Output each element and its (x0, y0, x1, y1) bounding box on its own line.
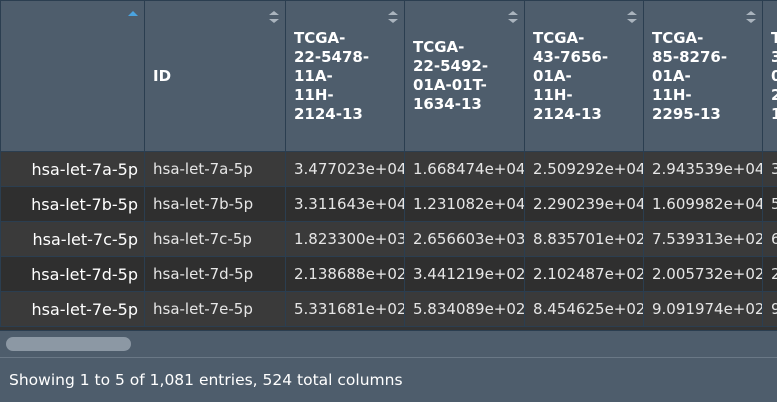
column-header-sample-4[interactable]: TCGA- 85-8276- 01A- 11H- 2295-13 (643, 0, 763, 152)
column-header-label: TCGA- 85-8276- 01A- 11H- 2295-13 (652, 28, 728, 123)
value-cell: 1.231082e+04 (404, 186, 525, 222)
table-row[interactable]: hsa-let-7d-5p hsa-let-7d-5p 2.138688e+02 3.… (0, 256, 777, 292)
id-cell: hsa-let-7c-5p (144, 221, 286, 257)
sort-both-icon (627, 10, 637, 24)
id-cell: hsa-let-7e-5p (144, 291, 286, 327)
value-cell: 5.331681e+02 (285, 291, 405, 327)
sort-ascending-icon (128, 10, 138, 24)
id-cell: hsa-let-7a-5p (144, 151, 286, 187)
sort-both-icon (388, 10, 398, 24)
table-row[interactable]: hsa-let-7b-5p hsa-let-7b-5p 3.311643e+04 1.… (0, 186, 777, 222)
value-cell: 1.823300e+03 (285, 221, 405, 257)
value-cell: 2.005732e+02 (643, 256, 763, 292)
table-row[interactable]: hsa-let-7a-5p hsa-let-7a-5p 3.477023e+04 1.… (0, 151, 777, 187)
column-header-sample-2[interactable]: TCGA- 22-5492- 01A-01T- 1634-13 (404, 0, 525, 152)
column-header-label: TCGA- 22-5492- 01A-01T- 1634-13 (413, 38, 489, 113)
value-cell: 5 (762, 186, 777, 222)
id-cell: hsa-let-7b-5p (144, 186, 286, 222)
row-name-cell: hsa-let-7d-5p (0, 256, 145, 292)
value-cell: 9.091974e+02 (643, 291, 763, 327)
value-cell: 3.311643e+04 (285, 186, 405, 222)
table-row[interactable]: hsa-let-7c-5p hsa-let-7c-5p 1.823300e+03 2.… (0, 221, 777, 257)
row-name-cell: hsa-let-7c-5p (0, 221, 145, 257)
value-cell: 2.138688e+02 (285, 256, 405, 292)
value-cell: 7.539313e+02 (643, 221, 763, 257)
column-header-sample-1[interactable]: TCGA- 22-5478- 11A- 11H- 2124-13 (285, 0, 405, 152)
table-row[interactable]: hsa-let-7e-5p hsa-let-7e-5p 5.331681e+02 5.… (0, 291, 777, 327)
sort-both-icon (508, 10, 518, 24)
value-cell: 1.668474e+04 (404, 151, 525, 187)
column-header-label: TCGA- 22-5478- 11A- 11H- 2124-13 (294, 28, 370, 123)
value-cell: 6 (762, 221, 777, 257)
column-header-label: ID (153, 66, 172, 85)
column-header-label: TCGA- 43-7656- 01A- 11H- 2124-13 (533, 28, 609, 123)
table-scroll-area[interactable]: ID TCGA- 22-5478- 11A- 11H- 2124-13 TCGA- 22-… (0, 0, 777, 330)
value-cell: 2.943539e+04 (643, 151, 763, 187)
value-cell: 3.441219e+02 (404, 256, 525, 292)
id-cell: hsa-let-7d-5p (144, 256, 286, 292)
column-header-sample-3[interactable]: TCGA- 43-7656- 01A- 11H- 2124-13 (524, 0, 644, 152)
value-cell: 9 (762, 291, 777, 327)
row-name-cell: hsa-let-7e-5p (0, 291, 145, 327)
value-cell: 3 (762, 151, 777, 187)
value-cell: 1.609982e+04 (643, 186, 763, 222)
table-info-text: Showing 1 to 5 of 1,081 entries, 524 tot… (9, 371, 403, 389)
value-cell: 2 (762, 256, 777, 292)
scrollbar-thumb[interactable] (6, 337, 131, 351)
data-table: ID TCGA- 22-5478- 11A- 11H- 2124-13 TCGA- 22-… (0, 0, 777, 327)
sort-both-icon (269, 10, 279, 24)
value-cell: 2.509292e+04 (524, 151, 644, 187)
value-cell: 8.454625e+02 (524, 291, 644, 327)
header-row: ID TCGA- 22-5478- 11A- 11H- 2124-13 TCGA- 22-… (0, 0, 777, 152)
value-cell: 2.656603e+03 (404, 221, 525, 257)
value-cell: 2.290239e+04 (524, 186, 644, 222)
sort-both-icon (746, 10, 756, 24)
value-cell: 3.477023e+04 (285, 151, 405, 187)
column-header-id[interactable]: ID (144, 0, 286, 152)
value-cell: 2.102487e+02 (524, 256, 644, 292)
column-header-rownames[interactable] (0, 0, 145, 152)
horizontal-scrollbar[interactable] (0, 330, 777, 357)
value-cell: 8.835701e+02 (524, 221, 644, 257)
row-name-cell: hsa-let-7b-5p (0, 186, 145, 222)
row-name-cell: hsa-let-7a-5p (0, 151, 145, 187)
table-info-footer: Showing 1 to 5 of 1,081 entries, 524 tot… (0, 357, 777, 402)
value-cell: 5.834089e+02 (404, 291, 525, 327)
